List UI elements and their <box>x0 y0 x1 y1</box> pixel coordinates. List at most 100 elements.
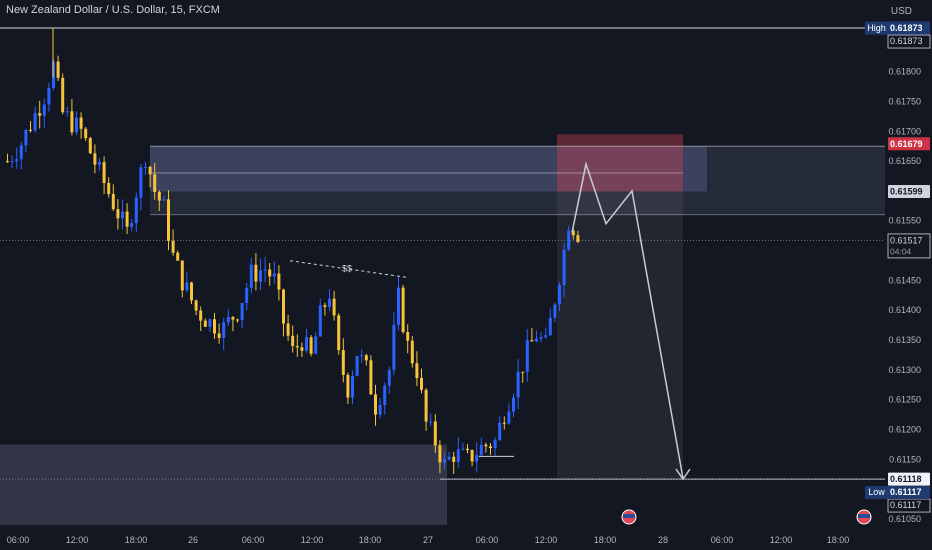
high-tag-value: 0.61873 <box>890 23 923 33</box>
candle-body <box>56 61 60 78</box>
x-tick-label: 06:00 <box>476 535 499 545</box>
candle-body <box>341 350 345 375</box>
candle-body <box>410 340 414 364</box>
candle-body <box>567 230 571 250</box>
candle-body <box>364 355 368 361</box>
candle-body <box>323 305 327 307</box>
candle-body <box>236 319 239 321</box>
candle-body <box>176 252 180 261</box>
candle-body <box>415 363 419 379</box>
us-flag-event-icon[interactable] <box>621 509 637 525</box>
candles <box>6 55 580 475</box>
y-tick-label: 0.61750 <box>888 96 921 106</box>
candle-body <box>346 374 350 398</box>
candle-body <box>42 104 46 116</box>
candle-body <box>443 459 446 463</box>
current-price-badge <box>887 233 931 259</box>
candle-body <box>19 145 23 160</box>
candle-body <box>88 138 92 154</box>
resistance-zone <box>150 146 885 215</box>
candle-body <box>15 159 19 162</box>
candle-body <box>121 211 124 219</box>
candle-body <box>153 174 157 192</box>
candle-body <box>98 162 101 165</box>
y-tick-label: 0.61200 <box>888 425 921 435</box>
candle-body <box>447 456 451 460</box>
projection-path <box>571 161 684 479</box>
candle-body <box>355 356 359 376</box>
x-tick-label: 06:00 <box>242 535 265 545</box>
candle-body <box>222 322 226 338</box>
candle-body <box>332 298 336 316</box>
candle-body <box>392 324 396 371</box>
y-tick-label: 0.61800 <box>888 67 921 77</box>
candle-body <box>79 117 83 129</box>
high-tag-value-bg <box>888 21 930 35</box>
candle-body <box>240 302 244 321</box>
x-tick-label: 12:00 <box>66 535 89 545</box>
demand-zone <box>0 444 447 525</box>
order-block-zone <box>150 146 707 192</box>
candle-body <box>571 230 575 236</box>
y-tick-label: 0.61450 <box>888 275 921 285</box>
candle-body <box>406 332 410 341</box>
candle-body <box>466 448 469 451</box>
candle-body <box>29 129 32 131</box>
x-tick-label: 18:00 <box>125 535 148 545</box>
candle-body <box>548 317 552 336</box>
candle-body <box>199 310 203 321</box>
candle-body <box>61 77 65 113</box>
candle-body <box>10 161 14 163</box>
symbol-title[interactable]: New Zealand Dollar / U.S. Dollar, 15, FX… <box>6 4 220 16</box>
candle-body <box>305 337 308 351</box>
x-tick-label: 06:00 <box>711 535 734 545</box>
candle-body <box>360 355 364 357</box>
candle-body <box>208 319 212 327</box>
x-tick-label: 18:00 <box>827 535 850 545</box>
candle-body <box>438 445 442 463</box>
candle-body <box>259 270 262 282</box>
low-line-value-badge-text: 0.61118 <box>890 474 922 484</box>
candle-body <box>484 444 488 447</box>
candle-body <box>167 199 170 241</box>
candle-body <box>452 456 456 462</box>
supply-zone <box>557 134 683 192</box>
candle-body <box>351 375 354 398</box>
candle-body <box>498 422 502 440</box>
liquidity-label: $$ <box>342 263 352 273</box>
x-tick-label: 26 <box>188 535 198 545</box>
candle-body <box>286 323 290 336</box>
x-tick-label: 12:00 <box>535 535 558 545</box>
candle-body <box>378 404 382 415</box>
candle-body <box>190 282 193 301</box>
flag-stripe <box>623 514 635 518</box>
flag-stripe <box>858 514 870 518</box>
candle-body <box>268 269 272 277</box>
y-tick-label: 0.61300 <box>888 365 921 375</box>
candle-body <box>116 209 120 219</box>
candle-body <box>309 337 313 354</box>
candle-body <box>47 87 51 105</box>
candle-body <box>314 336 318 354</box>
x-tick-label: 28 <box>658 535 668 545</box>
projection-arrow <box>675 468 691 481</box>
low-tag-value: 0.61117 <box>890 487 922 497</box>
us-flag-event-icon[interactable] <box>856 509 872 525</box>
candle-body <box>75 117 78 133</box>
candle-body <box>383 385 387 405</box>
candle-body <box>424 389 428 422</box>
candle-body <box>328 298 331 307</box>
currency-label[interactable]: USD <box>890 6 912 17</box>
candle-body <box>553 304 557 318</box>
candle-body <box>272 273 276 277</box>
y-tick-label: 0.61400 <box>888 305 921 315</box>
y-tick-label: 0.61350 <box>888 335 921 345</box>
candle-body <box>65 111 69 113</box>
high-marker-value: 0.61873 <box>890 36 923 46</box>
candle-body <box>162 199 166 201</box>
zone-top-badge-text: 0.61679 <box>890 139 923 149</box>
candle-body <box>558 285 561 305</box>
candle-body <box>516 371 520 398</box>
high-marker-box <box>887 34 931 49</box>
